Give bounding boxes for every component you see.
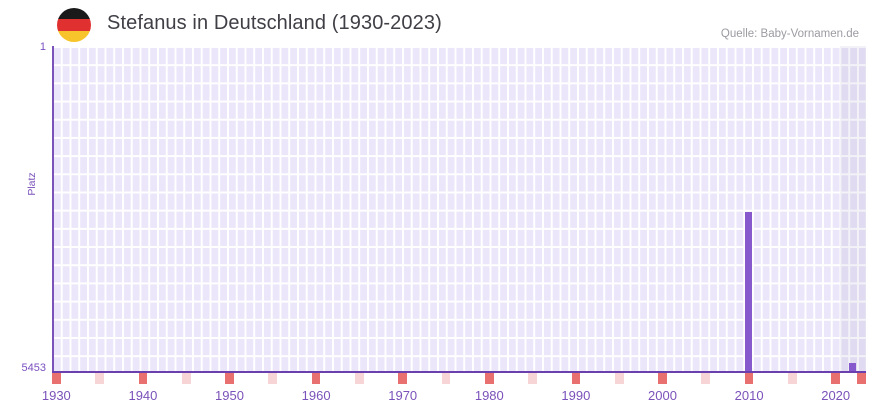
x-tick-major (225, 373, 234, 384)
x-axis-label: 1970 (388, 388, 418, 403)
y-axis-title: Platz (26, 172, 38, 196)
bar (849, 362, 857, 372)
x-axis-label: 1960 (301, 388, 331, 403)
x-axis-line (52, 371, 866, 373)
y-axis-bottom-label: 5453 (21, 362, 46, 374)
x-tick-minor (268, 373, 278, 384)
flag-band-red (57, 19, 91, 31)
bar (745, 212, 753, 372)
x-axis-label: 1930 (41, 388, 71, 403)
x-tick-minor (701, 373, 711, 384)
x-axis-label: 1990 (561, 388, 591, 403)
y-axis-line (52, 46, 54, 372)
x-axis-label: 1950 (215, 388, 244, 403)
x-axis-label: 2010 (734, 388, 764, 403)
x-tick-minor (614, 373, 624, 384)
x-tick-minor (788, 373, 797, 384)
x-axis-label: 1940 (128, 388, 158, 403)
x-tick-major (398, 373, 408, 384)
german-flag-icon (57, 8, 91, 42)
y-axis-top-label: 1 (39, 41, 46, 53)
source-attribution: Quelle: Baby-Vornamen.de (720, 28, 859, 40)
x-tick-major (857, 373, 866, 384)
x-tick-minor (441, 373, 451, 384)
forecast-shaded-region (840, 46, 866, 372)
x-tick-major (571, 373, 581, 384)
flag-band-gold (57, 30, 91, 42)
x-tick-minor (528, 373, 537, 384)
x-tick-major (138, 373, 148, 384)
plot-area (52, 46, 866, 372)
chart-title: Stefanus in Deutschland (1930-2023) (107, 12, 442, 34)
x-tick-major (831, 373, 841, 384)
x-tick-major (311, 373, 321, 384)
x-axis-tick-marks (52, 373, 866, 384)
x-tick-minor (355, 373, 364, 384)
x-tick-minor (181, 373, 191, 384)
x-tick-major (484, 373, 494, 384)
x-axis-label: 2000 (648, 388, 677, 403)
grid-background (52, 46, 866, 372)
x-tick-major (52, 373, 61, 384)
x-axis-label: 1980 (474, 388, 504, 403)
x-axis-label: 2020 (821, 388, 851, 403)
x-tick-major (744, 373, 754, 384)
x-tick-minor (95, 373, 104, 384)
x-axis-tick-labels: 1930 1940 1950 1960 1970 1980 1990 2000 2010 2020 (42, 388, 866, 408)
flag-band-black (57, 8, 91, 20)
x-tick-major (658, 373, 667, 384)
